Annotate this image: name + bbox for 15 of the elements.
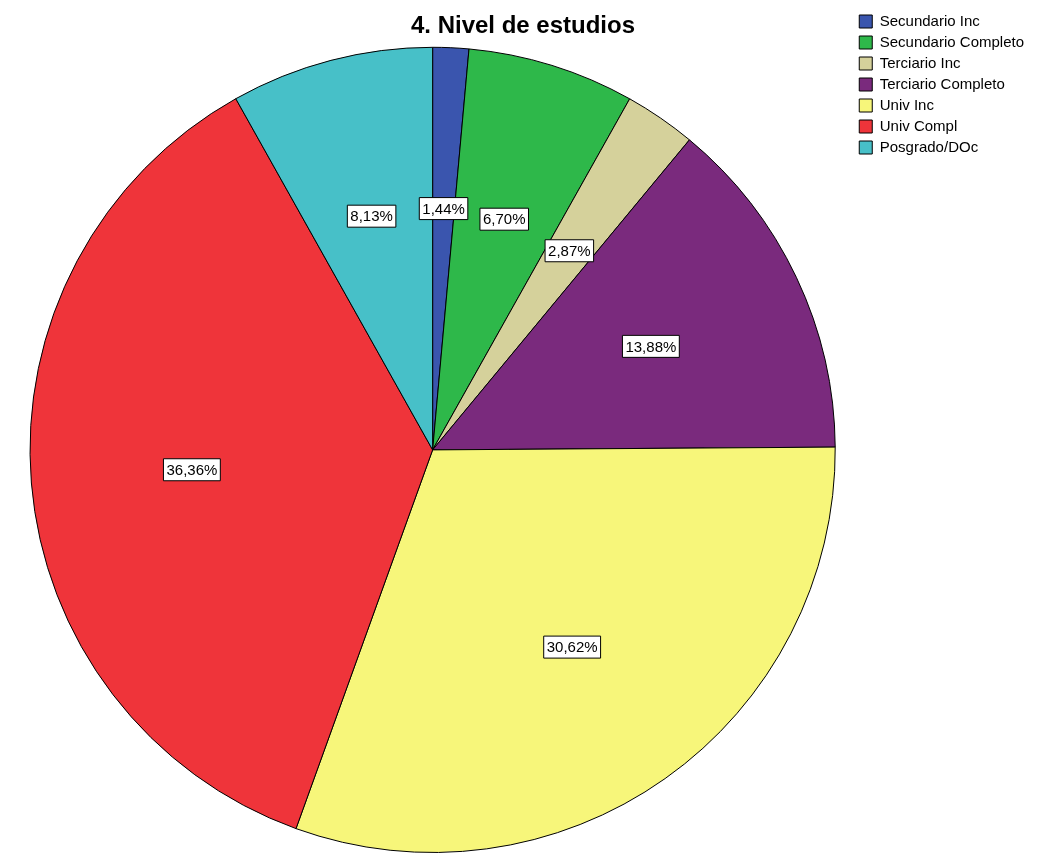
chart-title: 4. Nivel de estudios [410, 11, 636, 39]
data-label: 13,88% [625, 337, 677, 355]
legend-label: Secundario Completo [879, 32, 1025, 50]
data-label: 8,13% [350, 207, 393, 225]
legend-label: Univ Compl [879, 116, 958, 134]
data-label: 6,70% [482, 210, 526, 228]
legend-label: Terciario Completo [879, 74, 1005, 92]
legend-label: Posgrado/DOc [879, 137, 979, 155]
legend-label: Terciario Inc [879, 53, 962, 71]
legend-label: Secundario Inc [879, 11, 981, 29]
data-label: 2,87% [548, 241, 591, 259]
data-label: 36,36% [166, 460, 218, 478]
data-label: 1,44% [422, 199, 465, 217]
legend-label: Univ Inc [879, 95, 935, 113]
data-label: 30,62% [546, 638, 598, 656]
